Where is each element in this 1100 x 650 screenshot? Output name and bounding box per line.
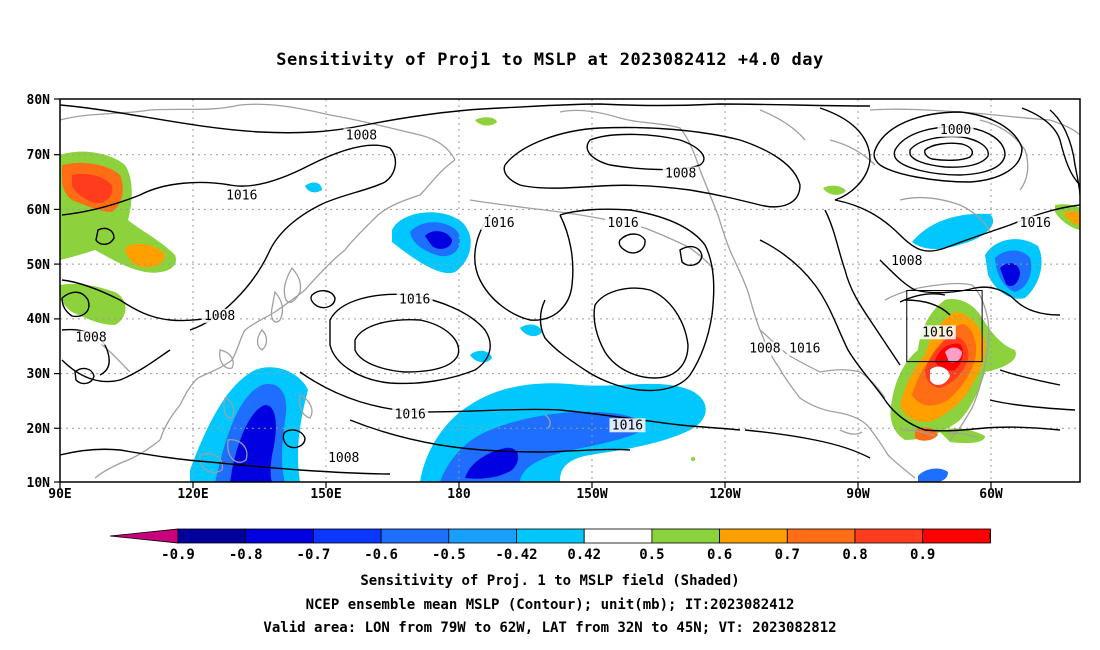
caption-line-2: NCEP ensemble mean MSLP (Contour); unit(…	[305, 597, 795, 613]
colorbar-swatch	[786, 528, 856, 544]
colorbar-tick-label: 0.42	[567, 547, 601, 563]
colorbar-swatch	[380, 528, 450, 544]
contour-label: 1008	[75, 331, 106, 346]
contour-label-bg	[343, 128, 380, 143]
contour-label: 1016	[1020, 216, 1051, 231]
lon-label: 60W	[979, 487, 1003, 502]
colorbar-swatch	[651, 528, 721, 544]
lat-label: 20N	[27, 422, 51, 437]
contour-label: 1016	[789, 342, 820, 357]
colorbar-tick-label: 0.8	[842, 547, 867, 563]
colorbar-swatch	[245, 528, 314, 544]
plot-frame	[59, 98, 1081, 483]
colorbar: -0.9 -0.8 -0.7 -0.6 -0.5 -0.42 0.42 0.5 0.6 0.7 0.…	[109, 528, 991, 563]
contour-label: 1016	[399, 292, 430, 307]
grid-lines	[60, 99, 1080, 482]
coastlines	[60, 103, 1080, 479]
contour-label-bg	[392, 407, 429, 422]
lat-label: 70N	[27, 148, 51, 163]
contour-labels: 1008 1008 1000 1016 1016 1016 1016 1008 1016 1008…	[73, 122, 1054, 466]
colorbar-swatch	[719, 528, 788, 544]
negative-sensitivity-shading	[190, 182, 1042, 482]
colorbar-low-extension	[109, 528, 179, 544]
lon-label: 120W	[709, 487, 740, 502]
lat-label: 40N	[27, 312, 51, 327]
colorbar-tick-label: 0.9	[910, 547, 935, 563]
contour-label-bg	[223, 188, 260, 203]
contour-label-bg	[1017, 215, 1054, 230]
lon-label: 120E	[177, 487, 208, 502]
contour-label: 1016	[607, 216, 638, 231]
lon-label: 150E	[310, 487, 341, 502]
contour-label-bg	[746, 341, 783, 356]
map-title: Sensitivity of Proj1 to MSLP at 20230824…	[276, 50, 824, 70]
lat-label: 80N	[27, 93, 51, 108]
colorbar-swatch	[177, 528, 247, 544]
colorbar-tick-label: 0.5	[639, 547, 664, 563]
contour-label: 1016	[922, 325, 953, 340]
mslp-contours	[60, 103, 1080, 475]
contour-label-bg	[919, 325, 956, 340]
contour-label: 1016	[483, 216, 514, 231]
caption-line-1: Sensitivity of Proj. 1 to MSLP field (Sh…	[360, 573, 740, 589]
contour-label-bg	[605, 215, 642, 230]
colorbar-swatch	[922, 528, 991, 544]
caption-line-3: Valid area: LON from 79W to 62W, LAT fro…	[263, 620, 837, 636]
axis-ticks	[54, 98, 992, 488]
latitude-labels: 80N 70N 60N 50N 40N 30N 20N 10N	[27, 93, 51, 491]
contour-label: 1008	[749, 342, 780, 357]
lat-label: 50N	[27, 258, 51, 273]
colorbar-swatch	[312, 528, 382, 544]
contour-label: 1016	[226, 188, 257, 203]
contour-label: 1008	[891, 254, 922, 269]
contour-label: 1008	[328, 451, 359, 466]
colorbar-tick-label: -0.6	[364, 547, 398, 563]
contour-label: 1008	[204, 309, 235, 324]
map-plot-area: 1008 1008 1000 1016 1016 1016 1016 1008 1016 1008…	[60, 99, 1080, 482]
contour-label: 1016	[395, 407, 426, 422]
contour-label-bg	[480, 215, 517, 230]
colorbar-tick-label: -0.8	[229, 547, 263, 563]
colorbar-tick-label: -0.42	[495, 547, 537, 563]
colorbar-tick-label: -0.5	[432, 547, 466, 563]
contour-label: 1008	[346, 128, 377, 143]
contour-label: 1016	[612, 418, 643, 433]
contour-label-bg	[937, 122, 974, 137]
contour-label-bg	[888, 254, 925, 269]
contour-label-bg	[662, 166, 699, 181]
contour-label-bg	[325, 451, 362, 466]
contour-label-bg	[73, 330, 110, 345]
lat-label: 10N	[27, 476, 51, 491]
lon-label: 150W	[576, 487, 607, 502]
contour-label-bg	[609, 418, 646, 433]
colorbar-swatch	[854, 528, 924, 544]
colorbar-swatch	[516, 528, 585, 544]
contour-label-bg	[201, 308, 238, 323]
colorbar-tick-label: 0.6	[707, 547, 732, 563]
lon-label: 180	[447, 487, 471, 502]
colorbar-tick-label: 0.7	[775, 547, 800, 563]
contour-label-bg	[396, 292, 433, 307]
contour-label-bg	[786, 341, 823, 356]
lon-label: 90E	[48, 487, 71, 502]
colorbar-tick-label: -0.7	[297, 547, 331, 563]
contour-label: 1008	[665, 167, 696, 182]
colorbar-tick-label: -0.9	[161, 547, 195, 563]
contour-label: 1000	[940, 123, 971, 138]
colorbar-swatch	[448, 528, 517, 544]
longitude-labels: 90E 120E 150E 180 150W 120W 90W 60W	[48, 487, 1003, 502]
colorbar-swatch	[583, 528, 653, 544]
valid-area-box	[906, 290, 983, 363]
lat-label: 60N	[27, 203, 51, 218]
lat-label: 30N	[27, 367, 51, 382]
lon-label: 90W	[846, 487, 870, 502]
